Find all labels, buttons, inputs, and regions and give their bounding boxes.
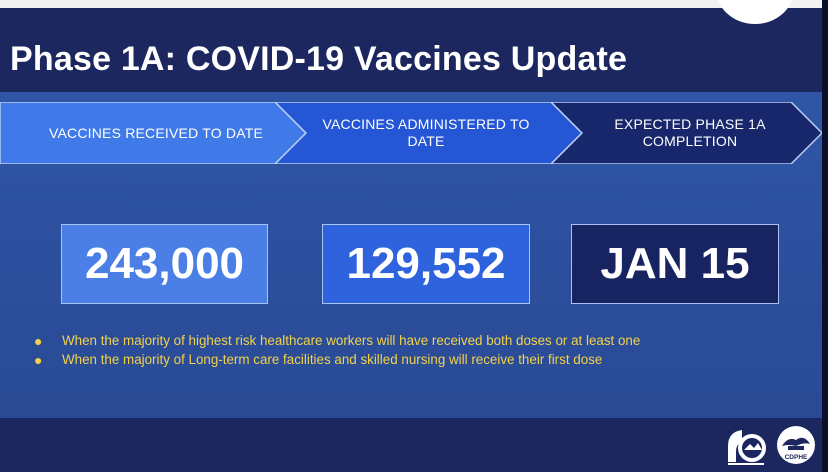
cdphe-logo: CDPHE xyxy=(777,426,815,464)
step-label-completion: EXPECTED PHASE 1A COMPLETION xyxy=(614,116,766,149)
list-item: ● When the majority of Long-term care fa… xyxy=(34,350,640,369)
step-label-administered: VACCINES ADMINISTERED TO DATE xyxy=(322,116,530,149)
stat-administered: 129,552 xyxy=(322,224,530,304)
top-strip xyxy=(0,0,828,8)
note-text: When the majority of Long-term care faci… xyxy=(62,352,603,367)
chevron-step-administered xyxy=(273,102,584,164)
list-item: ● When the majority of highest risk heal… xyxy=(34,331,640,350)
note-text: When the majority of highest risk health… xyxy=(62,333,641,348)
notes-list: ● When the majority of highest risk heal… xyxy=(34,331,640,369)
right-edge xyxy=(822,0,828,472)
chevron-step-completion xyxy=(549,102,822,164)
bullet-icon: ● xyxy=(34,351,43,368)
stat-completion-date: JAN 15 xyxy=(571,224,779,304)
colorado-logo xyxy=(728,430,766,465)
cdphe-label: CDPHE xyxy=(785,454,808,461)
stat-received: 243,000 xyxy=(61,224,268,304)
bullet-icon: ● xyxy=(34,332,43,349)
process-chevrons xyxy=(0,102,822,164)
slide-title: Phase 1A: COVID-19 Vaccines Update xyxy=(10,40,628,78)
corner-badge xyxy=(716,0,794,24)
logos: CDPHE xyxy=(728,426,815,465)
step-label-received: VACCINES RECEIVED TO DATE xyxy=(48,124,263,141)
